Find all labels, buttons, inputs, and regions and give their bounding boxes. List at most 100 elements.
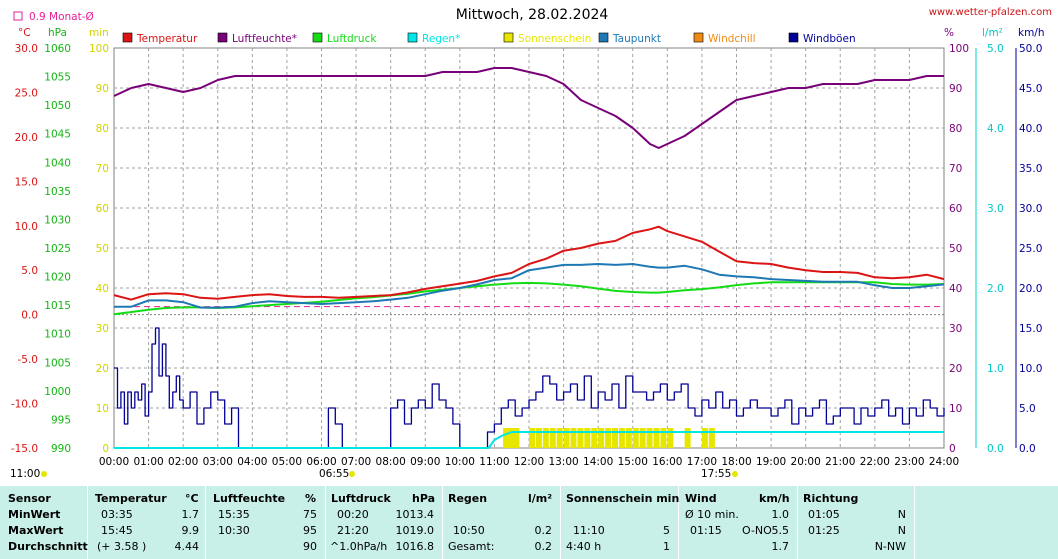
header-regen: Regen — [448, 492, 488, 505]
cell-dir-time: 01:25 — [808, 524, 840, 537]
humidity-tick-label: 0 — [949, 443, 956, 455]
sunshine-bar — [549, 428, 556, 448]
cell-press-val: 1013.4 — [395, 508, 435, 521]
wind-tick-label: 50.0 — [1019, 43, 1042, 55]
pressure-tick-label: 1050 — [44, 100, 71, 112]
pressure-tick-label: 1035 — [44, 186, 71, 198]
wind-tick-label: 40.0 — [1019, 123, 1042, 135]
sunshine-bar — [556, 428, 563, 448]
cell-hum-val: 90 — [303, 540, 317, 553]
cell-sun-time: 4:40 h — [566, 540, 602, 553]
x-tick-label: 11:00 — [479, 456, 509, 468]
temp-tick-label: -5.0 — [18, 354, 39, 366]
x-tick-label: 00:00 — [99, 456, 129, 468]
legend-swatch — [693, 32, 704, 43]
website-link[interactable]: www.wetter-pfalzen.com — [929, 7, 1052, 18]
cell-wind-val: 1.0 — [771, 508, 790, 521]
moon-icon — [41, 471, 47, 477]
sunshine-bar — [605, 428, 612, 448]
moon-time: 11:00 — [10, 468, 40, 480]
divider — [560, 486, 561, 559]
cell-dir-val: N-NW — [874, 540, 906, 553]
cell-temp-val: 4.44 — [174, 540, 200, 553]
sun-tick-label: 50 — [96, 243, 109, 255]
pressure-tick-label: 1030 — [44, 214, 71, 226]
sunshine-bar — [584, 428, 591, 448]
rain-tick-label: 3.0 — [987, 203, 1004, 215]
sunshine-bar — [684, 428, 691, 448]
wind-tick-label: 10.0 — [1019, 363, 1042, 375]
x-tick-label: 04:00 — [237, 456, 267, 468]
header-luftfeuchte: Luftfeuchte — [213, 492, 286, 505]
divider — [797, 486, 798, 559]
x-tick-label: 02:00 — [168, 456, 198, 468]
series-line-temperatur — [113, 225, 945, 301]
header-temperatur-unit: °C — [185, 492, 199, 505]
legend-swatch — [503, 32, 514, 43]
x-tick-label: 09:00 — [410, 456, 440, 468]
pressure-tick-label: 1045 — [44, 129, 71, 141]
cell-rain-val: 0.2 — [534, 524, 553, 537]
temp-tick-label: 25.0 — [15, 87, 38, 99]
sunshine-bar — [660, 428, 667, 448]
unit-temp: °C — [18, 27, 31, 39]
x-tick-label: 19:00 — [756, 456, 786, 468]
legend-label: Luftdruck — [327, 33, 377, 45]
header-richtung: Richtung — [803, 492, 859, 505]
header-sensor: Sensor — [8, 492, 51, 505]
unit-pressure: hPa — [48, 27, 67, 39]
weather-chart: Mittwoch, 28.02.2024 www.wetter-pfalzen.… — [10, 7, 1052, 480]
x-tick-label: 24:00 — [929, 456, 959, 468]
wind-tick-label: 5.0 — [1019, 403, 1036, 415]
monthly-avg-label: 0.9 Monat-Ø — [29, 11, 94, 23]
sunshine-bar — [542, 428, 549, 448]
cell-hum-time: 10:30 — [218, 524, 250, 537]
cell-dir-val: N — [897, 508, 906, 521]
humidity-tick-label: 10 — [949, 403, 962, 415]
unit-humidity: % — [944, 27, 954, 39]
pressure-tick-label: 1025 — [44, 243, 71, 255]
wind-tick-label: 35.0 — [1019, 163, 1042, 175]
legend-swatch — [788, 32, 799, 43]
cell-press-time: 21:20 — [337, 524, 369, 537]
humidity-tick-label: 40 — [949, 283, 962, 295]
pressure-tick-label: 1015 — [44, 300, 71, 312]
sunshine-bar — [598, 428, 605, 448]
header-luftdruck-unit: hPa — [412, 492, 436, 505]
sunshine-bar — [708, 428, 715, 448]
legend-label: Luftfeuchte* — [232, 33, 297, 45]
x-tick-label: 22:00 — [860, 456, 890, 468]
pressure-tick-label: 1020 — [44, 272, 71, 284]
humidity-tick-label: 70 — [949, 163, 962, 175]
pressure-tick-label: 1040 — [44, 157, 71, 169]
cell-temp-val: 1.7 — [181, 508, 200, 521]
series-line-windben — [114, 327, 945, 449]
series — [113, 67, 945, 449]
wind-tick-label: 15.0 — [1019, 323, 1042, 335]
x-tick-label: 15:00 — [618, 456, 648, 468]
table-header-row: Sensor Temperatur °C Luftfeuchte % Luftd… — [0, 492, 1058, 509]
humidity-tick-label: 90 — [949, 83, 962, 95]
rain-tick-label: 5.0 — [987, 43, 1004, 55]
divider — [325, 486, 326, 559]
sun-tick-label: 20 — [96, 363, 109, 375]
sunshine-bar — [529, 428, 535, 448]
legend-label: Taupunkt — [612, 33, 661, 45]
sunshine-bar — [618, 428, 625, 448]
humidity-tick-label: 100 — [949, 43, 969, 55]
cell-dir-time: 01:05 — [808, 508, 840, 521]
pressure-tick-label: 990 — [51, 443, 71, 455]
series-line-luftdruck — [113, 281, 945, 316]
sunshine-bar — [535, 428, 542, 448]
cell-sun-val: 5 — [663, 524, 670, 537]
cell-temp-val: 9.9 — [181, 524, 200, 537]
divider — [442, 486, 443, 559]
cell-rain-val: 0.2 — [534, 540, 553, 553]
pressure-tick-label: 1010 — [44, 329, 71, 341]
table-row-avg: Durchschnitt (+ 3.58 ) 4.44 90 ^1.0hPa/h… — [0, 540, 1058, 557]
cell-press-time: 00:20 — [337, 508, 369, 521]
x-tick-label: 13:00 — [548, 456, 578, 468]
x-tick-label: 16:00 — [652, 456, 682, 468]
unit-wind: km/h — [1018, 27, 1045, 39]
sunshine-bar — [563, 428, 570, 448]
